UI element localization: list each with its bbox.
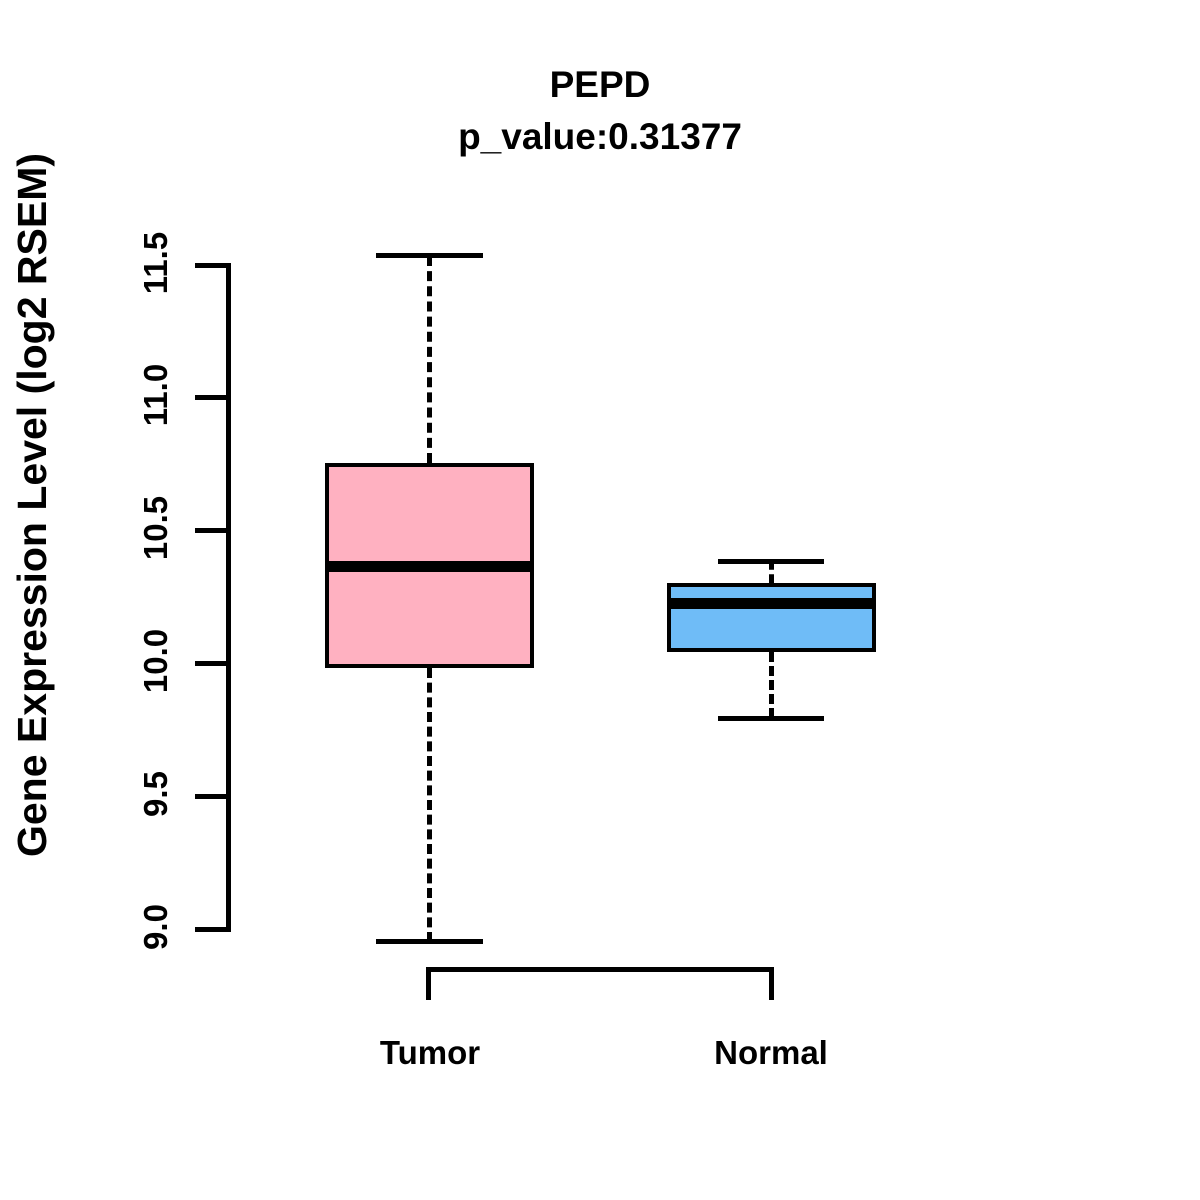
- y-tick-label-9.0: 9.0: [137, 904, 174, 950]
- normal-upper-whisker-cap: [718, 558, 824, 564]
- y-tick-label-11.5: 11.5: [137, 231, 174, 295]
- y-tick-mark-9.0: [195, 927, 231, 932]
- y-axis-line: [226, 263, 231, 932]
- tumor-upper-whisker-line: [426, 255, 432, 463]
- tumor-upper-whisker-cap: [375, 253, 483, 259]
- y-axis-title: Gene Expression Level (log2 RSEM): [9, 152, 55, 858]
- y-tick-mark-10.0: [195, 661, 231, 666]
- normal-lower-whisker-line: [768, 651, 774, 719]
- tumor-lower-whisker-cap: [375, 939, 483, 945]
- y-tick-label-9.5: 9.5: [137, 771, 174, 817]
- chart-subtitle: p_value:0.31377: [458, 116, 742, 157]
- y-tick-mark-9.5: [195, 794, 231, 799]
- tumor-median-line: [324, 561, 534, 573]
- x-tick-label-tumor: Tumor: [379, 1034, 481, 1071]
- tumor-lower-whisker-line: [426, 667, 432, 942]
- y-tick-label-10.0: 10.0: [137, 628, 174, 694]
- y-tick-mark-11.0: [195, 395, 231, 400]
- x-tick-label-normal: Normal: [714, 1034, 828, 1071]
- chart-title-block: PEPD p_value:0.31377: [0, 66, 1200, 155]
- y-tick-label-11.0: 11.0: [137, 363, 174, 427]
- normal-median-line: [666, 598, 876, 610]
- y-tick-mark-11.5: [195, 263, 231, 268]
- normal-upper-whisker-line: [768, 561, 774, 583]
- normal-box: [666, 582, 876, 652]
- y-tick-mark-10.5: [195, 528, 231, 533]
- y-tick-label-10.5: 10.5: [137, 495, 174, 561]
- x-axis-line: [426, 967, 774, 1000]
- page-title: PEPD: [549, 64, 651, 105]
- normal-lower-whisker-cap: [718, 715, 824, 721]
